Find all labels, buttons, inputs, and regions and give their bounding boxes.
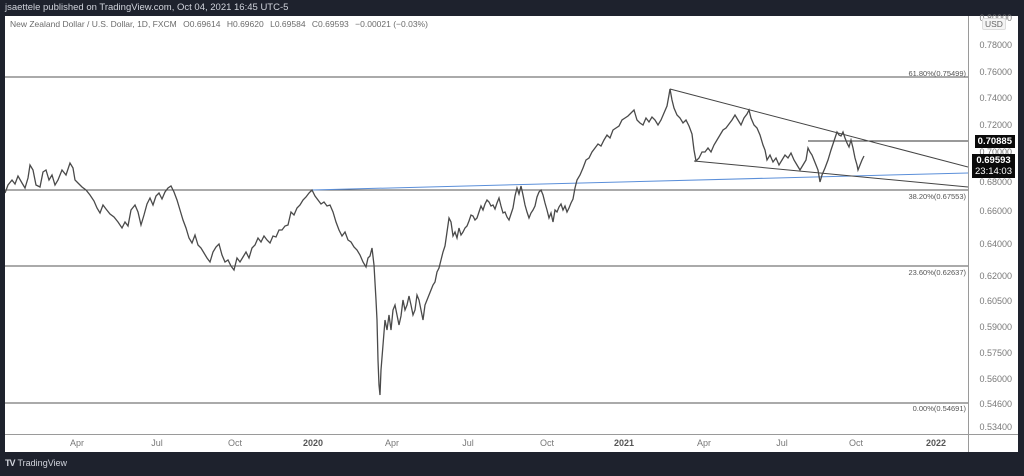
fib-label-382: 38.20%(0.67553) — [908, 192, 966, 201]
time-label: Apr — [69, 438, 85, 448]
tradingview-brand-text: TradingView — [17, 458, 68, 468]
time-axis[interactable]: Apr Jul Oct 2020 Apr Jul Oct 2021 Apr Ju… — [5, 434, 968, 452]
fib-label-0: 0.00%(0.54691) — [912, 404, 966, 413]
price-tick: 0.76000 — [979, 67, 1012, 77]
price-tick: 0.72000 — [979, 120, 1012, 130]
time-label: Oct — [848, 438, 864, 448]
time-label: Jul — [776, 438, 788, 448]
price-chart-svg — [5, 76, 968, 404]
tradingview-logo-icon: TV — [5, 458, 15, 468]
time-label: Apr — [384, 438, 400, 448]
level-price-badge: 0.70885 — [974, 135, 1015, 148]
price-line — [5, 88, 865, 396]
price-tick: 0.70000 — [979, 147, 1012, 157]
bar-countdown: 23:14:03 — [975, 166, 1012, 177]
time-label: Oct — [227, 438, 243, 448]
time-label: Jul — [151, 438, 163, 448]
chart-plot-area[interactable] — [5, 16, 968, 434]
close-value: C0.69593 — [311, 19, 349, 29]
price-tick: 0.78000 — [979, 40, 1012, 50]
price-tick: 0.54600 — [979, 399, 1012, 409]
time-label: Apr — [696, 438, 712, 448]
price-tick: 0.53400 — [979, 422, 1012, 432]
price-tick: 0.64000 — [979, 239, 1012, 249]
publish-info: jsaettele published on TradingView.com, … — [0, 0, 1024, 16]
price-tick: 0.68000 — [979, 177, 1012, 187]
footer-brand[interactable]: TV TradingView — [5, 458, 67, 468]
price-tick: 0.59000 — [979, 322, 1012, 332]
chart-frame — [5, 16, 1018, 452]
ohlc-legend: New Zealand Dollar / U.S. Dollar, 1D, FX… — [10, 19, 432, 29]
price-tick: 0.56000 — [979, 374, 1012, 384]
time-label: Oct — [539, 438, 555, 448]
price-tick: 0.60500 — [979, 296, 1012, 306]
fib-label-236: 23.60%(0.62637) — [908, 268, 966, 277]
change-value: −0.00021 (−0.03%) — [355, 19, 428, 29]
price-tick: 0.57500 — [979, 348, 1012, 358]
wedge-upper-line — [669, 88, 968, 168]
symbol-title: New Zealand Dollar / U.S. Dollar, 1D, FX… — [10, 19, 177, 29]
last-price-badge: 0.69593 23:14:03 — [972, 154, 1015, 178]
wedge-lower-line — [693, 160, 968, 188]
last-price: 0.69593 — [976, 155, 1011, 166]
low-value: L0.69584 — [270, 19, 306, 29]
price-tick: 0.74000 — [979, 93, 1012, 103]
price-tick: 0.66000 — [979, 206, 1012, 216]
currency-label: USD — [982, 18, 1006, 30]
price-tick: 0.62000 — [979, 271, 1012, 281]
time-label-year: 2020 — [302, 438, 324, 448]
axis-corner — [968, 434, 1018, 452]
blue-trendline — [311, 172, 968, 191]
high-value: H0.69620 — [226, 19, 264, 29]
time-label-year: 2021 — [613, 438, 635, 448]
open-value: O0.69614 — [183, 19, 221, 29]
time-label-year: 2022 — [925, 438, 947, 448]
fib-label-618: 61.80%(0.75499) — [908, 69, 966, 78]
time-label: Jul — [462, 438, 474, 448]
